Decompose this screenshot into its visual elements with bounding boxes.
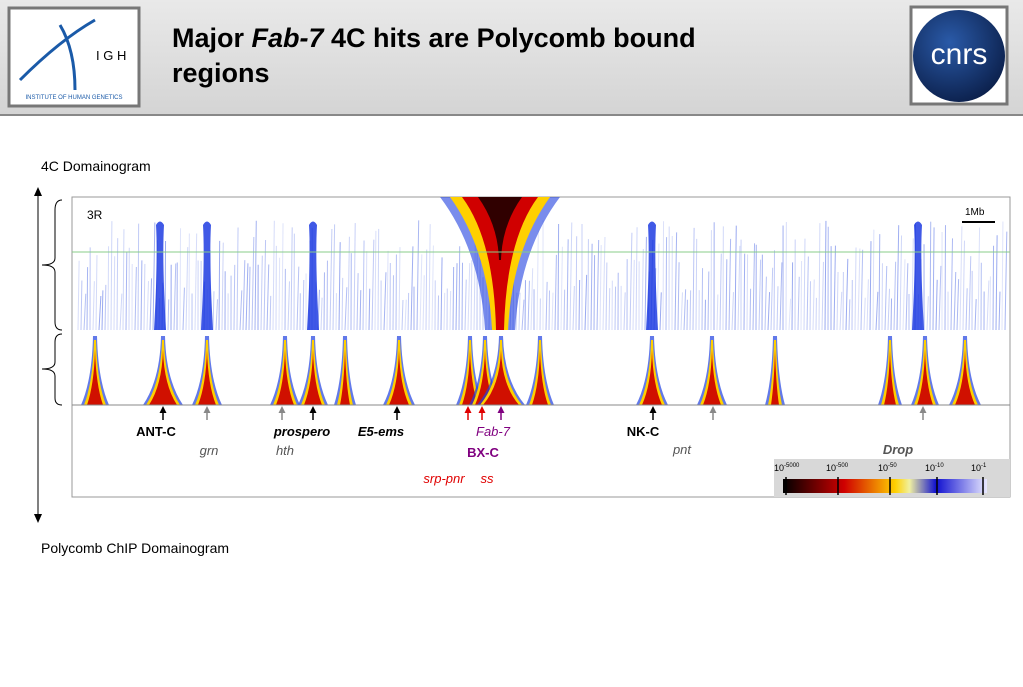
logo-letters: I G H (96, 48, 126, 63)
gene-label: NK-C (627, 424, 660, 439)
logo-caption: INSTITUTE OF HUMAN GENETICS (25, 95, 122, 101)
signal-streak (696, 239, 697, 330)
signal-streak (747, 254, 748, 330)
title-part: Fab-7 (252, 23, 326, 53)
colorbar-exp: -10 (935, 463, 944, 469)
signal-streak (663, 221, 664, 330)
colorbar-exp: -5000 (784, 463, 800, 469)
signal-streak (576, 236, 577, 330)
brace (42, 334, 62, 405)
gene-label: BX-C (467, 445, 499, 460)
signal-streak (750, 289, 751, 330)
chromosome-label: 3R (87, 208, 103, 222)
signal-streak (594, 255, 595, 330)
top-label: 4C Domainogram (41, 158, 151, 174)
logo-text: cnrs (931, 38, 988, 71)
signal-streak (549, 290, 550, 330)
signal-streak (792, 262, 793, 330)
gene-label: hth (276, 443, 294, 458)
colorbar-exp: -50 (888, 463, 897, 469)
colorbar-base: 10 (971, 463, 981, 473)
signal-streak (690, 290, 691, 330)
gene-label: ANT-C (136, 424, 176, 439)
signal-streak (114, 256, 115, 330)
colorbar-base: 10 (878, 463, 888, 473)
colorbar-base: 10 (826, 463, 836, 473)
header-band (0, 0, 1023, 115)
bottom-label: Polycomb ChIP Domainogram (41, 540, 229, 556)
signal-streak (450, 291, 451, 330)
gene-label: prospero (273, 424, 330, 439)
gene-label: E5-ems (358, 424, 404, 439)
colorbar-exp: -1 (981, 463, 987, 469)
signal-streak (180, 228, 181, 330)
signal-streak (702, 268, 703, 330)
signal-streak (564, 290, 565, 330)
signal-streak (666, 237, 667, 330)
signal-streak (342, 278, 343, 330)
signal-streak (774, 250, 775, 330)
title-part: 4C hits are Polycomb bound (324, 23, 696, 53)
signal-streak (453, 267, 454, 330)
signal-streak (615, 287, 616, 330)
colorbar-base: 10 (774, 463, 784, 473)
signal-streak (462, 263, 463, 330)
signal-streak (438, 295, 439, 330)
title-part: regions (172, 58, 270, 88)
colorbar-exp: -500 (836, 463, 849, 469)
signal-streak (279, 258, 280, 330)
colorbar (783, 479, 987, 493)
signal-streak (891, 299, 892, 330)
signal-streak (219, 241, 220, 330)
signal-streak (558, 224, 559, 330)
title-part: Major (172, 23, 252, 53)
signal-streak (744, 254, 745, 330)
colorbar-base: 10 (925, 463, 935, 473)
scale-label: 1Mb (965, 207, 985, 218)
gene-label: Drop (883, 442, 913, 457)
gene-label: grn (200, 443, 219, 458)
right-logo: cnrs (911, 7, 1007, 104)
signal-streak (378, 229, 379, 330)
gene-label: Fab-7 (476, 424, 511, 439)
signal-streak (87, 267, 88, 330)
signal-streak (993, 246, 994, 330)
gene-label: pnt (672, 442, 692, 457)
signal-streak (108, 246, 109, 330)
signal-streak (408, 293, 409, 330)
gene-label: srp-pnr (423, 471, 465, 486)
signal-streak (444, 293, 445, 330)
signal-streak (579, 280, 580, 330)
signal-streak (801, 261, 802, 330)
signal-streak (138, 224, 139, 330)
gene-label: ss (481, 471, 495, 486)
left-logo: I G H INSTITUTE OF HUMAN GENETICS (9, 8, 139, 106)
brace (42, 200, 62, 330)
